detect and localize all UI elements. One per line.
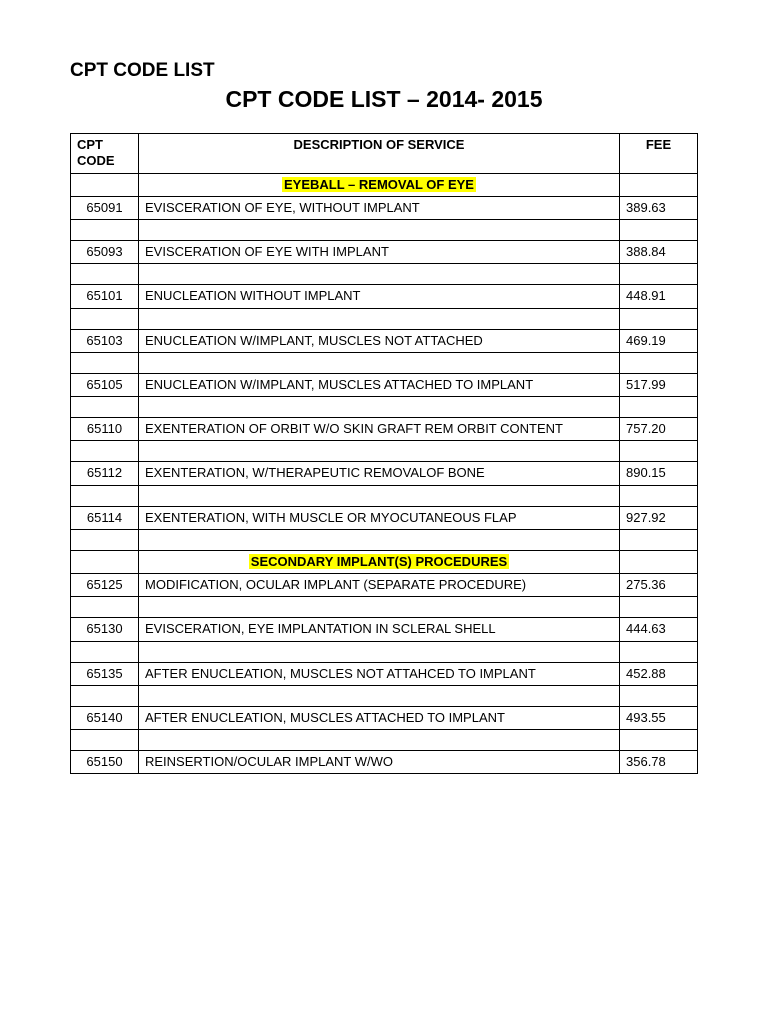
table-row: 65114EXENTERATION, WITH MUSCLE OR MYOCUT… — [71, 506, 698, 529]
table-row: 65101ENUCLEATION WITHOUT IMPLANT448.91 — [71, 285, 698, 308]
fee-value: 444.63 — [620, 618, 698, 641]
spacer-row — [71, 685, 698, 706]
service-description: EVISCERATION, EYE IMPLANTATION IN SCLERA… — [139, 618, 620, 641]
table-row: 65125MODIFICATION, OCULAR IMPLANT (SEPAR… — [71, 574, 698, 597]
fee-value: 757.20 — [620, 418, 698, 441]
cpt-code: 65110 — [71, 418, 139, 441]
cpt-table: CPT CODEDESCRIPTION OF SERVICEFEEEYEBALL… — [70, 133, 698, 774]
cpt-code: 65091 — [71, 196, 139, 219]
fee-value: 517.99 — [620, 373, 698, 396]
section-fee-blank — [620, 550, 698, 573]
table-row: 65140AFTER ENUCLEATION, MUSCLES ATTACHED… — [71, 706, 698, 729]
service-description: EXENTERATION OF ORBIT W/O SKIN GRAFT REM… — [139, 418, 620, 441]
table-row: 65130EVISCERATION, EYE IMPLANTATION IN S… — [71, 618, 698, 641]
section-heading-row: SECONDARY IMPLANT(S) PROCEDURES — [71, 550, 698, 573]
fee-value: 448.91 — [620, 285, 698, 308]
service-description: REINSERTION/OCULAR IMPLANT W/WO — [139, 751, 620, 774]
fee-value: 356.78 — [620, 751, 698, 774]
table-row: 65103ENUCLEATION W/IMPLANT, MUSCLES NOT … — [71, 329, 698, 352]
service-description: ENUCLEATION W/IMPLANT, MUSCLES ATTACHED … — [139, 373, 620, 396]
spacer-row — [71, 264, 698, 285]
spacer-row — [71, 597, 698, 618]
service-description: EXENTERATION, WITH MUSCLE OR MYOCUTANEOU… — [139, 506, 620, 529]
cpt-code: 65112 — [71, 462, 139, 485]
spacer-row — [71, 308, 698, 329]
table-row: 65091EVISCERATION OF EYE, WITHOUT IMPLAN… — [71, 196, 698, 219]
section-fee-blank — [620, 173, 698, 196]
fee-value: 469.19 — [620, 329, 698, 352]
spacer-row — [71, 641, 698, 662]
cpt-code: 65101 — [71, 285, 139, 308]
service-description: ENUCLEATION W/IMPLANT, MUSCLES NOT ATTAC… — [139, 329, 620, 352]
cpt-code: 65150 — [71, 751, 139, 774]
section-heading-row: EYEBALL – REMOVAL OF EYE — [71, 173, 698, 196]
section-code-blank — [71, 550, 139, 573]
spacer-row — [71, 529, 698, 550]
cpt-code: 65135 — [71, 662, 139, 685]
col-header-fee: FEE — [620, 134, 698, 174]
spacer-row — [71, 730, 698, 751]
cpt-code: 65125 — [71, 574, 139, 597]
cpt-code: 65140 — [71, 706, 139, 729]
spacer-row — [71, 220, 698, 241]
spacer-row — [71, 352, 698, 373]
table-row: 65150REINSERTION/OCULAR IMPLANT W/WO356.… — [71, 751, 698, 774]
page-header-small: CPT CODE LIST — [70, 60, 698, 82]
table-header-row: CPT CODEDESCRIPTION OF SERVICEFEE — [71, 134, 698, 174]
table-row: 65110EXENTERATION OF ORBIT W/O SKIN GRAF… — [71, 418, 698, 441]
fee-value: 275.36 — [620, 574, 698, 597]
service-description: ENUCLEATION WITHOUT IMPLANT — [139, 285, 620, 308]
fee-value: 452.88 — [620, 662, 698, 685]
table-row: 65112EXENTERATION, W/THERAPEUTIC REMOVAL… — [71, 462, 698, 485]
page-header-large: CPT CODE LIST – 2014- 2015 — [70, 86, 698, 113]
cpt-code: 65114 — [71, 506, 139, 529]
section-code-blank — [71, 173, 139, 196]
col-header-desc: DESCRIPTION OF SERVICE — [139, 134, 620, 174]
service-description: EXENTERATION, W/THERAPEUTIC REMOVALOF BO… — [139, 462, 620, 485]
cpt-code: 65130 — [71, 618, 139, 641]
section-heading: EYEBALL – REMOVAL OF EYE — [139, 173, 620, 196]
service-description: EVISCERATION OF EYE WITH IMPLANT — [139, 241, 620, 264]
fee-value: 927.92 — [620, 506, 698, 529]
spacer-row — [71, 397, 698, 418]
service-description: MODIFICATION, OCULAR IMPLANT (SEPARATE P… — [139, 574, 620, 597]
spacer-row — [71, 485, 698, 506]
col-header-code: CPT CODE — [71, 134, 139, 174]
service-description: AFTER ENUCLEATION, MUSCLES NOT ATTAHCED … — [139, 662, 620, 685]
service-description: AFTER ENUCLEATION, MUSCLES ATTACHED TO I… — [139, 706, 620, 729]
table-row: 65105ENUCLEATION W/IMPLANT, MUSCLES ATTA… — [71, 373, 698, 396]
fee-value: 389.63 — [620, 196, 698, 219]
table-row: 65093EVISCERATION OF EYE WITH IMPLANT388… — [71, 241, 698, 264]
service-description: EVISCERATION OF EYE, WITHOUT IMPLANT — [139, 196, 620, 219]
fee-value: 890.15 — [620, 462, 698, 485]
cpt-code: 65103 — [71, 329, 139, 352]
fee-value: 388.84 — [620, 241, 698, 264]
spacer-row — [71, 441, 698, 462]
section-heading: SECONDARY IMPLANT(S) PROCEDURES — [139, 550, 620, 573]
table-row: 65135AFTER ENUCLEATION, MUSCLES NOT ATTA… — [71, 662, 698, 685]
fee-value: 493.55 — [620, 706, 698, 729]
cpt-code: 65105 — [71, 373, 139, 396]
cpt-code: 65093 — [71, 241, 139, 264]
